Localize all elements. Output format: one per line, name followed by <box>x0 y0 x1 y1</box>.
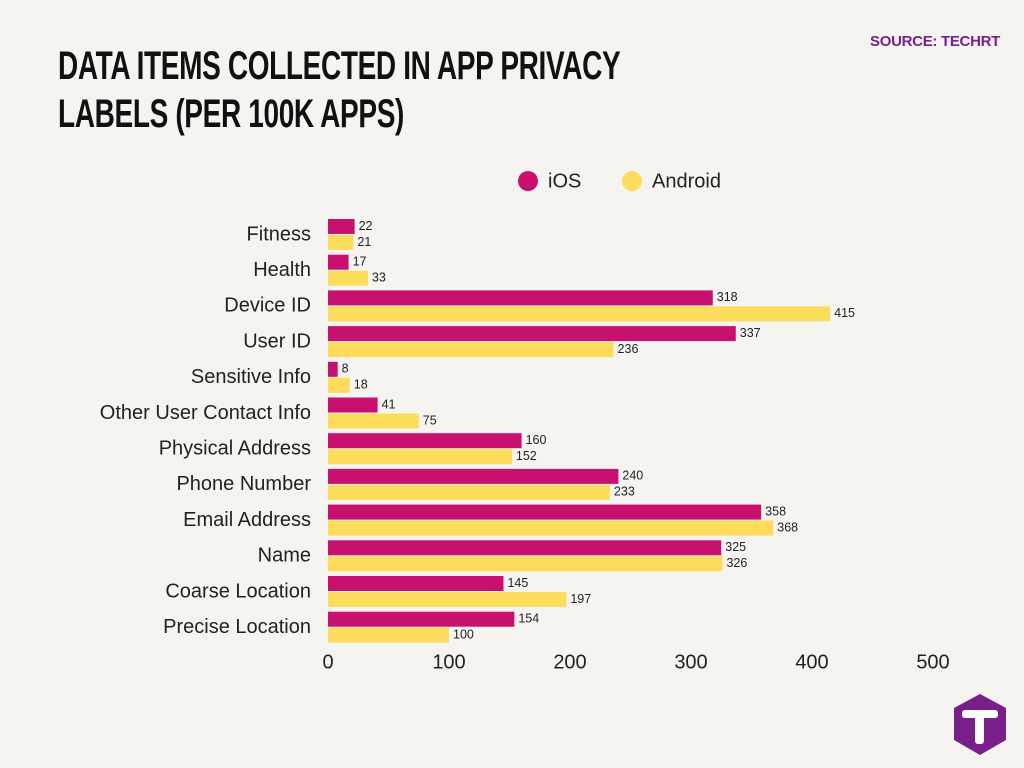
value-label: 33 <box>372 270 386 284</box>
x-tick-label: 500 <box>916 651 949 673</box>
bar <box>328 306 831 322</box>
bar <box>328 270 368 286</box>
bar <box>328 361 338 377</box>
value-label: 325 <box>725 540 746 554</box>
bar <box>328 290 713 306</box>
bar <box>328 592 567 607</box>
bar <box>328 611 515 627</box>
value-label: 21 <box>357 235 371 249</box>
bar <box>328 556 723 572</box>
bar <box>328 254 349 270</box>
value-label: 160 <box>526 433 547 447</box>
value-label: 100 <box>453 627 474 641</box>
y-tick-label: Health <box>253 259 311 281</box>
bar <box>328 219 355 234</box>
value-label: 337 <box>740 326 761 340</box>
value-label: 22 <box>359 219 373 233</box>
legend-label: iOS <box>548 170 581 192</box>
value-label: 17 <box>353 254 367 268</box>
value-label: 240 <box>622 469 643 483</box>
y-tick-label: Physical Address <box>159 437 311 459</box>
value-label: 145 <box>507 576 528 590</box>
value-label: 368 <box>777 520 798 534</box>
legend-label: Android <box>652 170 721 192</box>
y-tick-label: Email Address <box>183 509 311 531</box>
source: SOURCE: TECHRT <box>870 33 1000 50</box>
y-tick-label: Precise Location <box>163 616 311 638</box>
bar <box>328 504 762 520</box>
bar <box>328 342 614 358</box>
bar <box>328 627 449 643</box>
y-tick-label: Phone Number <box>176 473 311 495</box>
bar <box>328 449 512 465</box>
bar <box>328 468 619 484</box>
value-label: 318 <box>717 290 738 304</box>
x-tick-label: 400 <box>795 651 828 673</box>
bar <box>328 576 504 591</box>
value-label: 8 <box>342 362 349 376</box>
y-tick-label: Sensitive Info <box>191 366 311 388</box>
legend-swatch <box>518 171 538 191</box>
value-label: 236 <box>618 342 639 356</box>
bar <box>328 484 610 500</box>
value-label: 152 <box>516 449 537 463</box>
logo <box>954 694 1006 755</box>
value-label: 75 <box>423 413 437 427</box>
value-label: 18 <box>354 378 368 392</box>
y-tick-label: Coarse Location <box>165 580 311 602</box>
x-tick-label: 300 <box>674 651 707 673</box>
x-tick-label: 200 <box>553 651 586 673</box>
bar <box>328 377 350 393</box>
value-label: 358 <box>765 504 786 518</box>
bar <box>328 326 736 342</box>
y-tick-label: Device ID <box>224 295 311 317</box>
bar <box>328 520 774 536</box>
chart-title: DATA ITEMS COLLECTED IN APP PRIVACY LABE… <box>58 44 620 136</box>
y-tick-label: Fitness <box>247 223 311 245</box>
y-tick-label: Other User Contact Info <box>100 402 311 424</box>
y-tick-label: User ID <box>243 330 311 352</box>
bar <box>328 397 378 413</box>
bar <box>328 433 522 449</box>
value-label: 326 <box>726 556 747 570</box>
x-tick-label: 0 <box>322 651 333 673</box>
value-label: 233 <box>614 485 635 499</box>
bar <box>328 235 354 250</box>
legend-swatch <box>622 171 642 191</box>
y-tick-label: Name <box>258 545 311 567</box>
value-label: 154 <box>518 611 539 625</box>
bar <box>328 413 419 429</box>
x-tick-label: 100 <box>432 651 465 673</box>
bar <box>328 540 722 556</box>
value-label: 197 <box>570 592 591 606</box>
value-label: 415 <box>834 306 855 320</box>
value-label: 41 <box>382 397 396 411</box>
